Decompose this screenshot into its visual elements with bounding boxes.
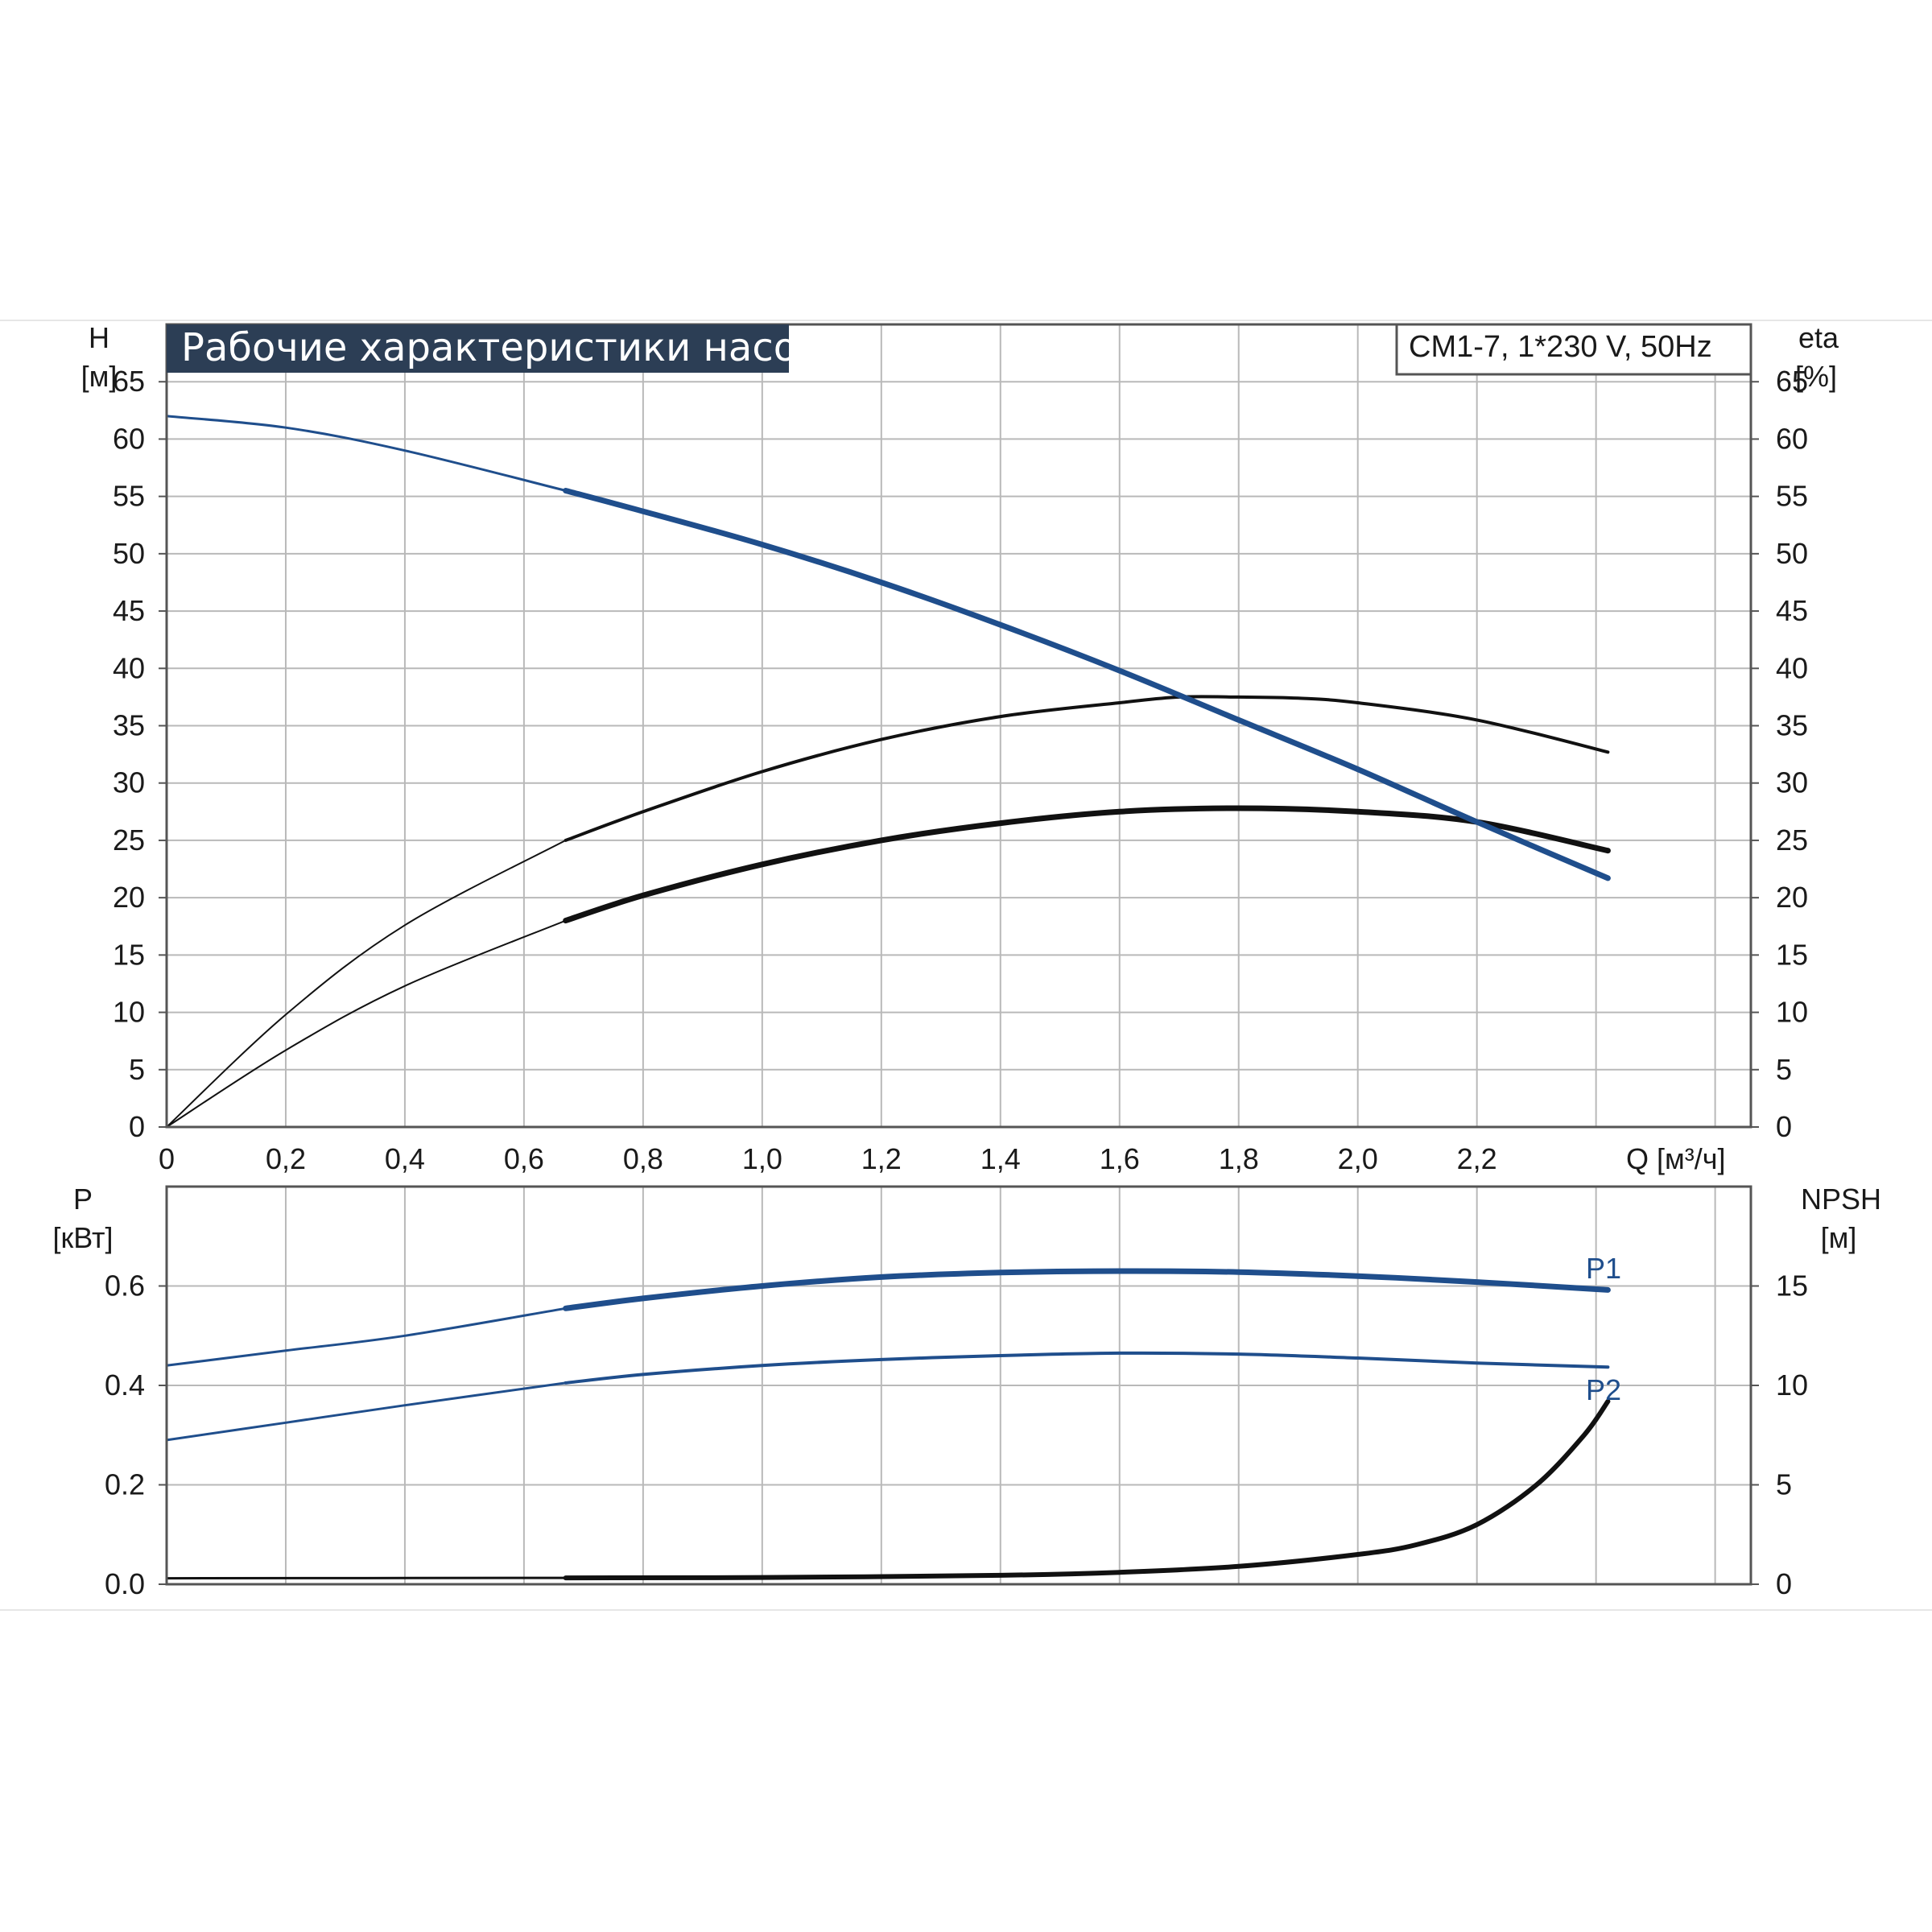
right-axis-label-eta: eta xyxy=(1798,321,1839,354)
top-right-tick-label: 45 xyxy=(1776,594,1808,627)
power-p2-curve-thin xyxy=(165,1381,568,1442)
top-right-tick-label: 10 xyxy=(1776,996,1808,1029)
top-left-tick-label: 55 xyxy=(113,480,145,513)
bottom-plot-frame xyxy=(165,1185,1752,1586)
x-tick-label: 2,0 xyxy=(1338,1142,1378,1175)
top-right-tick-label: 5 xyxy=(1776,1053,1792,1086)
top-left-tick-label: 35 xyxy=(113,709,145,742)
top-right-tick-labels: 0 5 10 15 20 25 30 35 40 45 50 55 60 65 xyxy=(1751,365,1808,1143)
x-tick-labels: 0 0,2 0,4 0,6 0,8 1,0 1,2 1,4 1,6 1,8 2,0 2,2 xyxy=(159,1142,1497,1175)
top-curves xyxy=(165,415,1611,1128)
power-p1-curve-thin xyxy=(165,1307,568,1367)
top-right-tick-label: 25 xyxy=(1776,824,1808,857)
curve-label-p1: P1 xyxy=(1586,1252,1621,1285)
head-curve xyxy=(563,488,1611,881)
top-left-tick-label: 25 xyxy=(113,824,145,857)
x-tick-label: 0,8 xyxy=(623,1142,663,1175)
efficiency-lower-curve-thin xyxy=(166,919,567,1128)
x-tick-label: 1,8 xyxy=(1219,1142,1259,1175)
top-left-tick-label: 0 xyxy=(129,1110,145,1143)
left-axis-unit-kw: [кВт] xyxy=(52,1221,113,1254)
x-tick-label: 0 xyxy=(159,1142,175,1175)
top-left-tick-label: 65 xyxy=(113,365,145,398)
model-label: CM1-7, 1*230 V, 50Hz xyxy=(1409,330,1712,364)
right-axis-label-npsh: NPSH xyxy=(1801,1183,1881,1216)
top-right-tick-label: 35 xyxy=(1776,709,1808,742)
x-tick-label: 1,2 xyxy=(861,1142,902,1175)
top-left-tick-label: 60 xyxy=(113,422,145,455)
top-right-tick-label: 60 xyxy=(1776,422,1808,455)
model-box xyxy=(1395,323,1752,376)
top-left-tick-label: 20 xyxy=(113,881,145,914)
top-left-tick-labels: 0 5 10 15 20 25 30 35 40 45 50 55 60 65 xyxy=(113,365,167,1143)
top-right-tick-label: 50 xyxy=(1776,537,1808,570)
top-grid xyxy=(167,324,1751,1127)
bottom-right-tick-label: 15 xyxy=(1776,1269,1808,1302)
top-right-tick-label: 40 xyxy=(1776,651,1808,684)
bottom-left-tick-label: 0.0 xyxy=(105,1567,145,1600)
x-tick-label: 0,2 xyxy=(266,1142,306,1175)
top-left-tick-label: 30 xyxy=(113,766,145,799)
efficiency-upper-curve-thin xyxy=(166,839,567,1128)
right-axis-unit-m: [м] xyxy=(1821,1221,1857,1254)
bottom-left-tick-label: 0.4 xyxy=(105,1368,145,1402)
bottom-right-tick-labels: 0 5 10 15 xyxy=(1751,1269,1808,1600)
curve-label-p2: P2 xyxy=(1586,1373,1621,1406)
power-p2-curve xyxy=(564,1351,1610,1385)
bottom-right-tick-label: 10 xyxy=(1776,1368,1808,1402)
title-box xyxy=(167,324,789,373)
top-left-tick-label: 50 xyxy=(113,537,145,570)
bottom-curves xyxy=(165,1268,1611,1581)
top-left-tick-label: 10 xyxy=(113,996,145,1029)
top-left-tick-label: 40 xyxy=(113,651,145,684)
left-axis-unit-m: [м] xyxy=(81,360,118,393)
top-right-tick-label: 55 xyxy=(1776,480,1808,513)
head-curve-thin xyxy=(165,415,568,492)
left-axis-label-h: H xyxy=(89,321,109,354)
x-tick-label: 1,6 xyxy=(1100,1142,1140,1175)
top-left-tick-label: 5 xyxy=(129,1053,145,1086)
chart-title: Рабочие характеристики насоса xyxy=(181,325,842,370)
x-axis-label-q: Q [м³/ч] xyxy=(1626,1142,1726,1175)
top-left-tick-label: 45 xyxy=(113,594,145,627)
head-efficiency-chart: 0 5 10 15 20 25 30 35 40 45 50 55 60 65 0 5 10 15 20 25 30 3… xyxy=(81,321,1839,1175)
right-axis-unit-percent: [%] xyxy=(1795,360,1837,393)
bottom-right-tick-label: 0 xyxy=(1776,1567,1792,1600)
top-right-tick-label: 15 xyxy=(1776,938,1808,971)
left-axis-label-p: P xyxy=(73,1183,93,1216)
x-tick-label: 0,6 xyxy=(504,1142,544,1175)
x-tick-label: 1,0 xyxy=(742,1142,782,1175)
top-right-tick-label: 30 xyxy=(1776,766,1808,799)
bottom-left-tick-label: 0.6 xyxy=(105,1269,145,1302)
efficiency-upper-curve xyxy=(564,695,1610,842)
power-p1-curve xyxy=(563,1268,1611,1311)
bottom-left-tick-labels: 0.0 0.2 0.4 0.6 xyxy=(105,1269,167,1600)
top-right-tick-label: 20 xyxy=(1776,881,1808,914)
x-tick-label: 2,2 xyxy=(1457,1142,1497,1175)
efficiency-lower-curve xyxy=(563,805,1611,924)
npsh-curve-thin xyxy=(165,1576,568,1580)
top-plot-frame xyxy=(165,323,1752,1129)
x-tick-label: 0,4 xyxy=(385,1142,425,1175)
bottom-grid xyxy=(167,1187,1751,1584)
top-right-tick-label: 0 xyxy=(1776,1110,1792,1143)
x-tick-label: 1,4 xyxy=(980,1142,1021,1175)
npsh-curve xyxy=(563,1398,1611,1581)
top-left-tick-label: 15 xyxy=(113,938,145,971)
bottom-right-tick-label: 5 xyxy=(1776,1468,1792,1501)
top-right-tick-label: 65 xyxy=(1776,365,1808,398)
bottom-left-tick-label: 0.2 xyxy=(105,1468,145,1501)
